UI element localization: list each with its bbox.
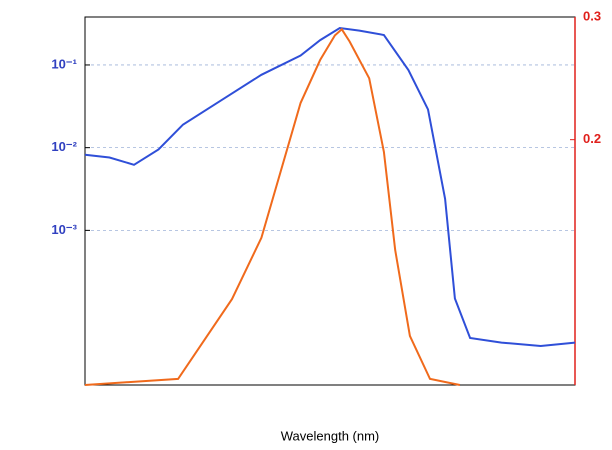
series-line [84, 27, 461, 386]
y-tick-label: 10⁻¹ [51, 56, 77, 71]
x-axis-label: Wavelength (nm) [281, 428, 380, 443]
y2-tick-label: 0.2 [583, 131, 601, 146]
y2-tick-label: 0.3 [583, 8, 601, 23]
series-line [84, 26, 576, 348]
y-tick-label: 10⁻² [51, 139, 77, 154]
y-tick-label: 10⁻³ [51, 222, 77, 237]
